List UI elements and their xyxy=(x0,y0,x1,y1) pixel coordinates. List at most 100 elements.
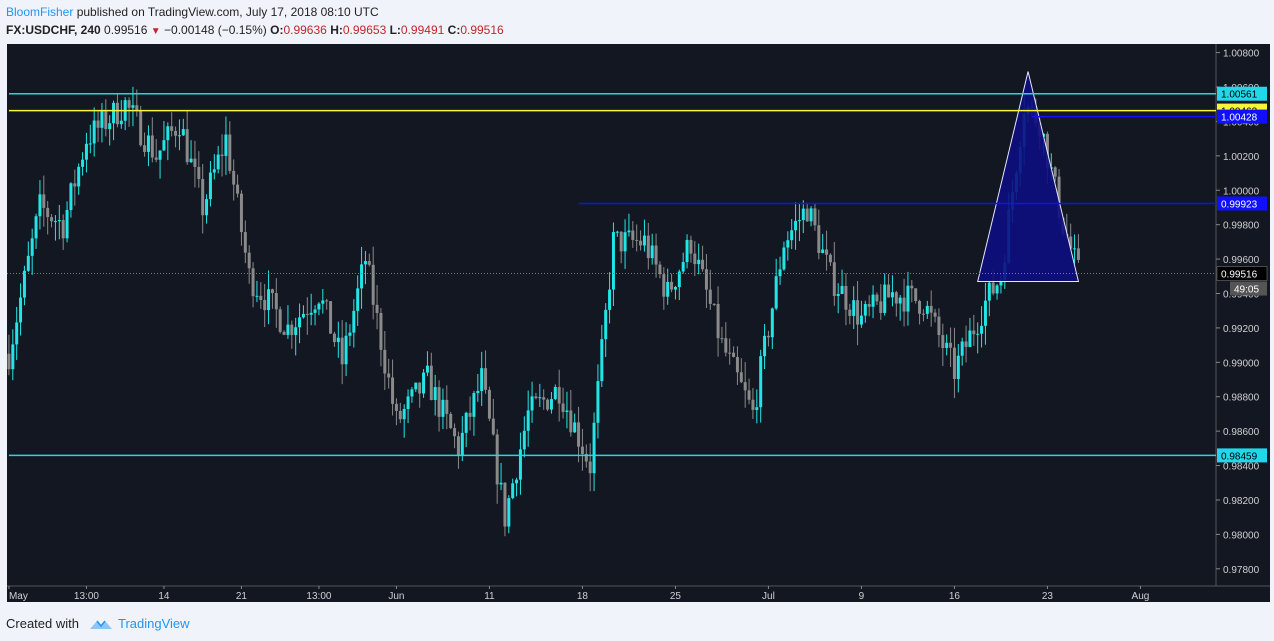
candle-body xyxy=(774,276,778,309)
candle-body xyxy=(867,304,871,307)
candle-body xyxy=(875,294,879,302)
candle-body xyxy=(22,270,26,298)
x-tick-label: Jun xyxy=(388,591,404,602)
candle-body xyxy=(724,338,728,353)
countdown-tag xyxy=(1230,281,1267,296)
author-link[interactable]: BloomFisher xyxy=(6,5,74,19)
candle-body xyxy=(898,297,902,304)
down-arrow-icon: ▼ xyxy=(150,26,161,37)
candle-body xyxy=(26,255,30,271)
candle-body xyxy=(356,288,360,311)
candle-body xyxy=(635,239,639,241)
candle-body xyxy=(852,300,856,316)
x-tick-label: Jul xyxy=(762,591,775,602)
candle-body xyxy=(732,352,736,357)
price-axis[interactable] xyxy=(1216,44,1270,586)
candle-body xyxy=(952,347,956,380)
y-tick-label: 1.00000 xyxy=(1223,186,1260,197)
candle-body xyxy=(716,303,720,339)
candle-body xyxy=(433,387,437,400)
candle-body xyxy=(747,390,751,400)
candle-body xyxy=(918,301,922,314)
candle-body xyxy=(925,305,929,314)
candle-body xyxy=(573,422,577,433)
candle-body xyxy=(778,269,782,277)
candle-body xyxy=(1053,167,1057,177)
candle-body xyxy=(929,305,933,313)
candle-body xyxy=(135,105,139,111)
candle-body xyxy=(154,157,158,160)
candle-body xyxy=(883,284,887,313)
candle-body xyxy=(429,365,433,400)
candle-body xyxy=(639,240,643,246)
current-price-tag xyxy=(1216,266,1268,281)
candle-body xyxy=(941,335,945,348)
candle-body xyxy=(828,254,832,263)
y-tick-label: 0.99800 xyxy=(1223,221,1260,232)
candle-body xyxy=(65,210,69,239)
candle-body xyxy=(569,410,573,433)
candle-body xyxy=(906,285,910,312)
candle-body xyxy=(263,299,267,311)
symbol-label[interactable]: FX:USDCHF, 240 xyxy=(6,23,101,37)
candle-body xyxy=(42,194,46,208)
candle-body xyxy=(278,309,282,332)
candle-body xyxy=(208,172,212,200)
candle-body xyxy=(270,289,274,294)
candle-body xyxy=(623,232,627,252)
footer: Created with TradingView xyxy=(0,604,1274,641)
candle-body xyxy=(53,221,57,223)
candle-body xyxy=(670,281,674,290)
candle-body xyxy=(286,324,290,335)
candle-body xyxy=(619,231,623,252)
candle-body xyxy=(627,230,631,233)
candle-body xyxy=(755,407,759,410)
candle-body xyxy=(301,313,305,318)
candle-body xyxy=(73,183,77,187)
candle-body xyxy=(19,297,23,323)
low-label: L: xyxy=(389,23,401,37)
candle-body xyxy=(464,412,468,433)
candle-body xyxy=(650,245,654,259)
candle-body xyxy=(189,158,193,163)
candle-body xyxy=(604,309,608,340)
candle-body xyxy=(662,274,666,297)
candle-body xyxy=(495,434,499,485)
candle-body xyxy=(728,352,732,354)
triangle-pattern[interactable] xyxy=(977,71,1080,282)
candle-body xyxy=(11,344,15,370)
candle-body xyxy=(538,397,542,399)
candle-body xyxy=(104,111,108,130)
candle-body xyxy=(406,396,410,410)
candle-body xyxy=(456,436,460,457)
candle-body xyxy=(615,231,619,233)
candle-body xyxy=(534,396,538,399)
candle-body xyxy=(561,403,565,412)
tradingview-brand-link[interactable]: TradingView xyxy=(118,616,190,631)
candle-body xyxy=(856,300,860,325)
candle-body xyxy=(472,393,476,417)
candle-body xyxy=(739,372,743,383)
candle-body xyxy=(84,143,88,160)
price-chart[interactable]: 1.008001.006001.004001.002001.000000.998… xyxy=(0,42,1274,604)
y-tick-label: 0.98800 xyxy=(1223,393,1260,404)
level-price-tag xyxy=(1217,86,1267,101)
candle-body xyxy=(491,418,495,435)
candle-body xyxy=(844,285,848,310)
x-tick-label: 21 xyxy=(236,591,248,602)
candle-body xyxy=(232,170,236,185)
candle-body xyxy=(239,193,243,233)
candle-body xyxy=(484,368,488,390)
candle-body xyxy=(681,262,685,272)
publish-line: BloomFisher published on TradingView.com… xyxy=(6,5,379,19)
y-tick-label: 0.98600 xyxy=(1223,427,1260,438)
candle-body xyxy=(805,208,809,222)
candle-body xyxy=(689,239,693,254)
candle-body xyxy=(759,356,763,408)
time-axis[interactable] xyxy=(7,586,1270,602)
x-tick-label: 25 xyxy=(670,591,682,602)
y-tick-label: 0.98400 xyxy=(1223,462,1260,473)
candle-body xyxy=(1069,236,1073,249)
candle-body xyxy=(216,154,220,170)
candle-body xyxy=(894,292,898,304)
